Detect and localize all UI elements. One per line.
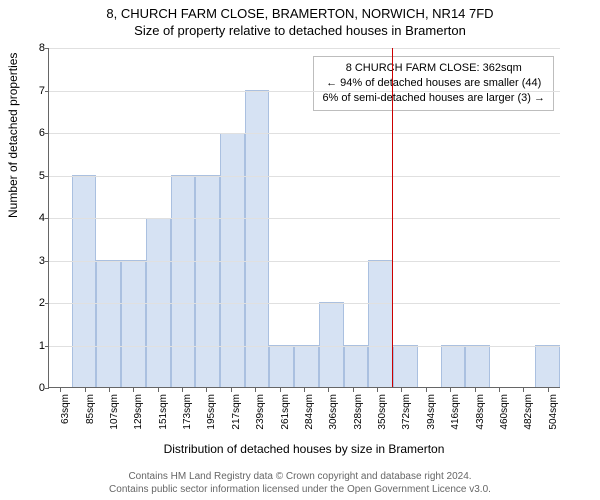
histogram-bar (195, 175, 220, 387)
y-tick: 5 (27, 170, 45, 182)
histogram-bar (171, 175, 196, 387)
x-tick-label: 306sqm (328, 394, 339, 430)
gridline (49, 346, 560, 347)
x-tick: 372sqm (389, 388, 413, 438)
y-tick: 1 (27, 340, 45, 352)
x-tick: 306sqm (316, 388, 340, 438)
x-tick: 151sqm (146, 388, 170, 438)
gridline (49, 303, 560, 304)
histogram-bar (72, 175, 97, 387)
x-tick-label: 416sqm (450, 394, 461, 430)
x-tick-label: 129sqm (133, 394, 144, 430)
x-axis-label: Distribution of detached houses by size … (48, 442, 560, 456)
plot-area: 8 CHURCH FARM CLOSE: 362sqm ← 94% of det… (48, 48, 560, 388)
x-tick-label: 107sqm (109, 394, 120, 430)
x-tick: 394sqm (414, 388, 438, 438)
annotation-line2: ← 94% of detached houses are smaller (44… (322, 76, 545, 91)
chart-titles: 8, CHURCH FARM CLOSE, BRAMERTON, NORWICH… (0, 0, 600, 38)
x-tick-label: 350sqm (377, 394, 388, 430)
x-tick: 504sqm (536, 388, 560, 438)
histogram-bar (441, 345, 466, 387)
x-tick: 85sqm (72, 388, 96, 438)
x-tick: 460sqm (487, 388, 511, 438)
y-tick: 0 (27, 382, 45, 394)
gridline (49, 261, 560, 262)
annotation-box: 8 CHURCH FARM CLOSE: 362sqm ← 94% of det… (313, 56, 554, 111)
x-tick-label: 460sqm (499, 394, 510, 430)
x-tick: 328sqm (341, 388, 365, 438)
title-line2: Size of property relative to detached ho… (0, 23, 600, 38)
reference-vline (392, 48, 393, 387)
histogram-bar (465, 345, 490, 387)
x-tick: 284sqm (292, 388, 316, 438)
gridline (49, 48, 560, 49)
x-tick-label: 372sqm (401, 394, 412, 430)
x-tick: 239sqm (243, 388, 267, 438)
x-tick-label: 504sqm (548, 394, 559, 430)
annotation-line1: 8 CHURCH FARM CLOSE: 362sqm (322, 61, 545, 76)
histogram-bar (393, 345, 418, 387)
histogram-bar (121, 260, 146, 387)
gridline (49, 176, 560, 177)
x-tick-label: 173sqm (182, 394, 193, 430)
x-tick: 350sqm (365, 388, 389, 438)
histogram-bar (535, 345, 560, 387)
y-tick: 4 (27, 212, 45, 224)
annotation-line3: 6% of semi-detached houses are larger (3… (322, 91, 545, 106)
histogram-bar (269, 345, 294, 387)
x-tick: 438sqm (462, 388, 486, 438)
x-tick-label: 63sqm (60, 394, 71, 424)
x-tick-label: 284sqm (304, 394, 315, 430)
footer-line1: Contains HM Land Registry data © Crown c… (0, 471, 600, 484)
y-axis-label: Number of detached properties (6, 53, 20, 218)
y-tick: 6 (27, 127, 45, 139)
x-tick: 63sqm (48, 388, 72, 438)
x-tick-label: 217sqm (231, 394, 242, 430)
y-tick: 7 (27, 85, 45, 97)
x-tick-label: 239sqm (255, 394, 266, 430)
x-tick: 173sqm (170, 388, 194, 438)
x-tick-label: 438sqm (475, 394, 486, 430)
x-tick: 261sqm (267, 388, 291, 438)
gridline (49, 91, 560, 92)
x-tick-label: 151sqm (158, 394, 169, 430)
y-tick: 2 (27, 297, 45, 309)
y-tick: 8 (27, 42, 45, 54)
footer-attribution: Contains HM Land Registry data © Crown c… (0, 471, 600, 496)
x-tick: 416sqm (438, 388, 462, 438)
histogram-bar (344, 345, 369, 387)
histogram-bar (368, 260, 393, 387)
histogram-bar (294, 345, 319, 387)
x-tick: 217sqm (219, 388, 243, 438)
x-tick-label: 328sqm (353, 394, 364, 430)
histogram-chart: 8 CHURCH FARM CLOSE: 362sqm ← 94% of det… (48, 48, 560, 388)
footer-line2: Contains public sector information licen… (0, 484, 600, 497)
title-line1: 8, CHURCH FARM CLOSE, BRAMERTON, NORWICH… (0, 6, 600, 21)
x-tick: 482sqm (511, 388, 535, 438)
gridline (49, 218, 560, 219)
x-tick: 107sqm (97, 388, 121, 438)
y-tick: 3 (27, 255, 45, 267)
x-tick-container: 63sqm 85sqm 107sqm 129sqm 151sqm 173sqm 195sqm… (48, 388, 560, 438)
x-tick-label: 261sqm (280, 394, 291, 430)
x-tick: 129sqm (121, 388, 145, 438)
x-tick-label: 394sqm (426, 394, 437, 430)
gridline (49, 133, 560, 134)
histogram-bar (96, 260, 121, 387)
histogram-bar (245, 90, 270, 387)
x-tick: 195sqm (194, 388, 218, 438)
x-tick-label: 195sqm (206, 394, 217, 430)
x-tick-label: 482sqm (523, 394, 534, 430)
x-tick-label: 85sqm (85, 394, 96, 424)
